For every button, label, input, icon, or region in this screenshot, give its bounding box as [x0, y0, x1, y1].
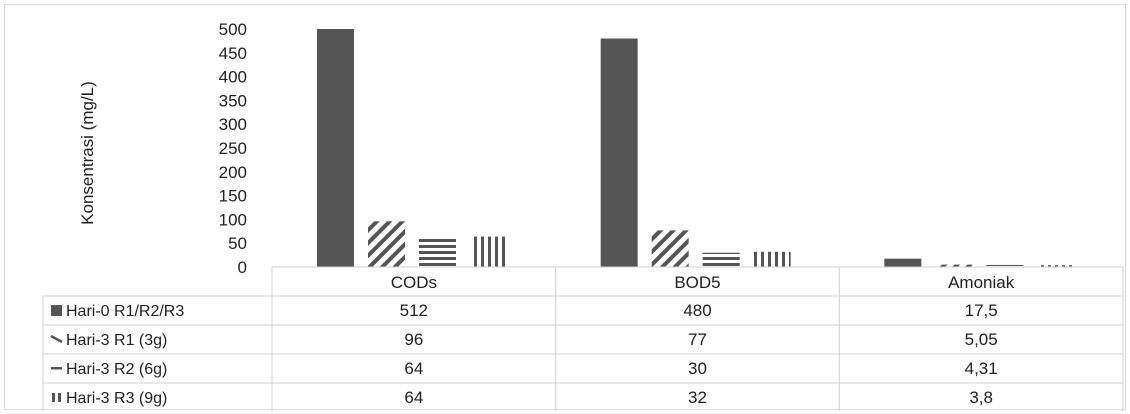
bar-2-bod5	[651, 230, 689, 267]
y-tick-label: 250	[219, 139, 247, 158]
table-row	[42, 382, 1124, 411]
legend-label: Hari-0 R1/R2/R3	[66, 303, 184, 320]
data-label: 4,31	[965, 359, 998, 378]
category-label: CODs	[391, 273, 437, 292]
data-label: 480	[683, 301, 711, 320]
y-tick-label: 350	[219, 91, 247, 110]
y-tick-label: 300	[219, 115, 247, 134]
legend-key-vertical	[52, 393, 61, 402]
bar-4-cods	[470, 236, 507, 267]
bar-3-amoniak	[986, 264, 1024, 267]
data-label: 64	[404, 388, 423, 407]
y-ticks: 0 50 100 150 200 250 300 350 400 450 500	[219, 20, 247, 277]
y-tick-label: 450	[219, 44, 247, 63]
y-tick-label: 50	[228, 234, 247, 253]
bar-1-cods	[317, 29, 354, 267]
data-label: 32	[688, 388, 707, 407]
y-tick-label: 100	[219, 210, 247, 229]
bar-2-amoniak	[935, 264, 973, 267]
y-tick-label: 400	[219, 68, 247, 87]
table-row	[42, 324, 1124, 355]
bar-chart: Konsentrasi (mg/L) 0 50 100 150 200 250 300 350…	[42, 20, 1124, 411]
category-label: Amoniak	[948, 273, 1015, 292]
chart-frame: Konsentrasi (mg/L) 0 50 100 150 200 250 300 350…	[4, 4, 1126, 411]
y-tick-label: 0	[238, 258, 247, 277]
y-axis-label: Konsentrasi (mg/L)	[78, 81, 97, 225]
y-tick-label: 150	[219, 187, 247, 206]
category-label: BOD5	[674, 273, 720, 292]
legend-key-horizontal	[51, 367, 62, 370]
table-row	[42, 295, 1124, 326]
data-label: 17,5	[965, 301, 998, 320]
bar-3-bod5	[702, 252, 740, 267]
legend-label: Hari-3 R2 (6g)	[66, 361, 167, 378]
data-label: 96	[404, 330, 423, 349]
data-label: 77	[688, 330, 707, 349]
data-label: 30	[688, 359, 707, 378]
legend-key-diagonal	[50, 334, 63, 344]
data-table: CODs BOD5 Amoniak Hari-0 R1/R2/R3 512 480 17,5…	[42, 266, 1124, 411]
bar-3-cods	[419, 236, 456, 267]
bar-4-amoniak	[1037, 265, 1075, 267]
y-tick-label: 200	[219, 163, 247, 182]
bar-1-amoniak	[884, 258, 922, 267]
data-label: 64	[404, 359, 423, 378]
data-label: 3,8	[969, 388, 993, 407]
legend-label: Hari-3 R1 (3g)	[66, 332, 167, 349]
bar-2-cods	[368, 221, 405, 267]
bar-1-bod5	[600, 38, 638, 267]
y-tick-label: 500	[219, 20, 247, 39]
table-row	[42, 353, 1124, 384]
legend-label: Hari-3 R3 (9g)	[66, 390, 167, 407]
bars	[317, 29, 1075, 267]
bar-4-bod5	[753, 251, 791, 267]
legend-key-solid	[51, 305, 62, 316]
data-label: 512	[400, 301, 428, 320]
data-label: 5,05	[965, 330, 998, 349]
